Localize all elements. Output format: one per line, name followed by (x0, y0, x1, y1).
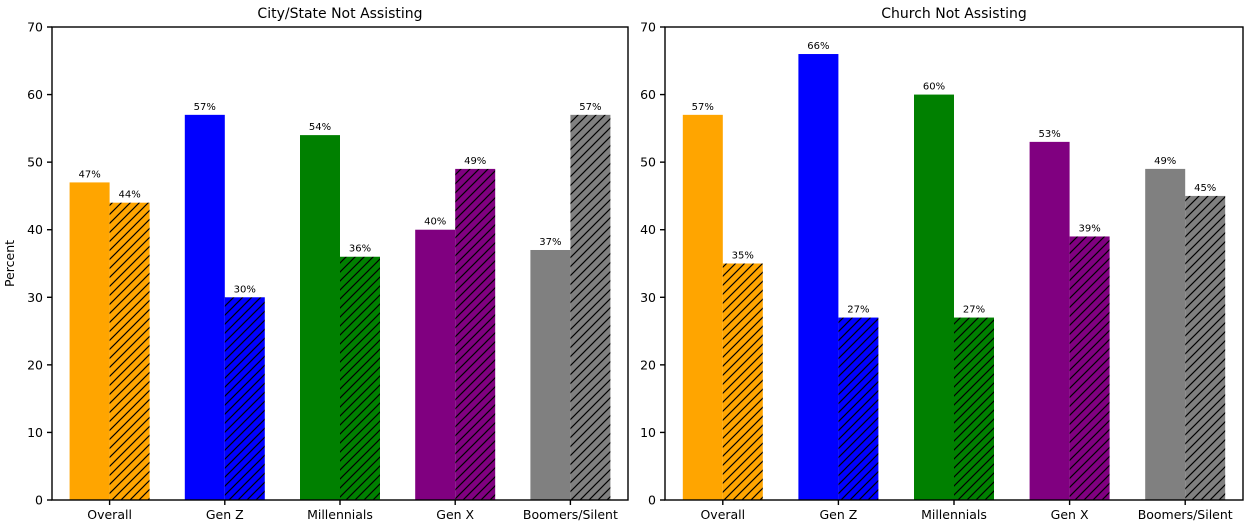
axes-frame (664, 26, 1244, 501)
y-tick-label: 60 (640, 87, 656, 102)
y-tick-label: 70 (27, 20, 43, 35)
value-label-solid-boomers-silent: 49% (1154, 156, 1176, 167)
y-tick-label: 30 (640, 290, 656, 305)
bar-solid-gen-x (1029, 141, 1070, 500)
value-label-hatched-millennials: 36% (349, 244, 371, 255)
bar-solid-gen-z (184, 114, 225, 500)
value-label-hatched-overall: 44% (118, 190, 140, 201)
chart-title: City/State Not Assisting (257, 6, 422, 22)
value-label-hatched-boomers-silent: 45% (1194, 183, 1216, 194)
bar-hatched-gen-x (1069, 236, 1110, 500)
bar-hatched-boomers-silent (1185, 195, 1226, 500)
x-tick-label-boomers-silent: Boomers/Silent (523, 507, 618, 522)
x-tick-label-boomers-silent: Boomers/Silent (1138, 507, 1233, 522)
value-label-solid-millennials: 60% (923, 82, 945, 93)
y-axis-label: Percent (2, 240, 17, 287)
bar-hatched-millennials (340, 256, 380, 500)
y-tick-label: 60 (27, 87, 43, 102)
y-tick-label: 20 (640, 357, 656, 372)
bar-solid-millennials (300, 135, 340, 500)
bar-hatched-gen-z (838, 317, 879, 500)
value-label-hatched-gen-x: 49% (464, 156, 486, 167)
x-tick-label-overall: Overall (87, 507, 132, 522)
bar-solid-overall (682, 114, 723, 500)
bar-solid-millennials (914, 94, 954, 501)
y-tick-label: 40 (640, 222, 656, 237)
value-label-hatched-boomers-silent: 57% (579, 102, 601, 113)
chart-church-not-assisting: Church Not Assisting 0 10 20 30 40 50 60 70 57% 35… (640, 6, 1244, 522)
value-label-solid-gen-x: 53% (1038, 129, 1060, 140)
y-tick-label: 40 (27, 222, 43, 237)
value-label-solid-gen-z: 57% (194, 102, 216, 113)
value-label-solid-overall: 47% (78, 169, 100, 180)
y-tick-label: 50 (640, 155, 656, 170)
value-label-solid-millennials: 54% (309, 122, 331, 133)
value-label-hatched-gen-x: 39% (1078, 223, 1100, 234)
bar-hatched-gen-x (455, 168, 496, 500)
x-tick-label-overall: Overall (700, 507, 745, 522)
bar-solid-gen-z (798, 54, 839, 501)
bar-hatched-gen-z (224, 297, 265, 500)
value-label-hatched-gen-z: 27% (847, 305, 869, 316)
y-tick-label: 50 (27, 155, 43, 170)
chart-city-state-not-assisting: City/State Not Assisting 0 10 20 30 40 50 60 70 4… (2, 6, 629, 522)
x-tick-label-millennials: Millennials (921, 507, 987, 522)
bar-hatched-boomers-silent (570, 114, 611, 500)
bar-solid-boomers-silent (530, 249, 571, 500)
value-label-hatched-millennials: 27% (963, 305, 985, 316)
y-tick-label: 10 (640, 425, 656, 440)
bar-hatched-overall (109, 202, 150, 500)
x-tick-label-millennials: Millennials (307, 507, 373, 522)
axes-frame (51, 26, 629, 501)
y-tick-label: 0 (648, 493, 656, 508)
value-label-hatched-gen-z: 30% (234, 284, 256, 295)
y-tick-label: 10 (27, 425, 43, 440)
y-tick-label: 70 (640, 20, 656, 35)
y-tick-label: 30 (27, 290, 43, 305)
bar-hatched-millennials (954, 317, 994, 500)
bar-solid-overall (69, 182, 110, 500)
value-label-solid-overall: 57% (692, 102, 714, 113)
x-tick-label-gen-z: Gen Z (819, 507, 857, 522)
value-label-solid-gen-x: 40% (424, 217, 446, 228)
value-label-hatched-overall: 35% (732, 251, 754, 262)
bar-solid-boomers-silent (1145, 168, 1186, 500)
x-tick-label-gen-z: Gen Z (206, 507, 244, 522)
chart-title: Church Not Assisting (881, 6, 1026, 22)
value-label-solid-gen-z: 66% (807, 41, 829, 52)
y-tick-label: 0 (35, 493, 43, 508)
bar-solid-gen-x (415, 229, 456, 500)
value-label-solid-boomers-silent: 37% (539, 237, 561, 248)
x-tick-label-gen-x: Gen X (436, 507, 474, 522)
x-tick-label-gen-x: Gen X (1051, 507, 1089, 522)
bar-hatched-overall (722, 263, 763, 500)
y-tick-label: 20 (27, 357, 43, 372)
